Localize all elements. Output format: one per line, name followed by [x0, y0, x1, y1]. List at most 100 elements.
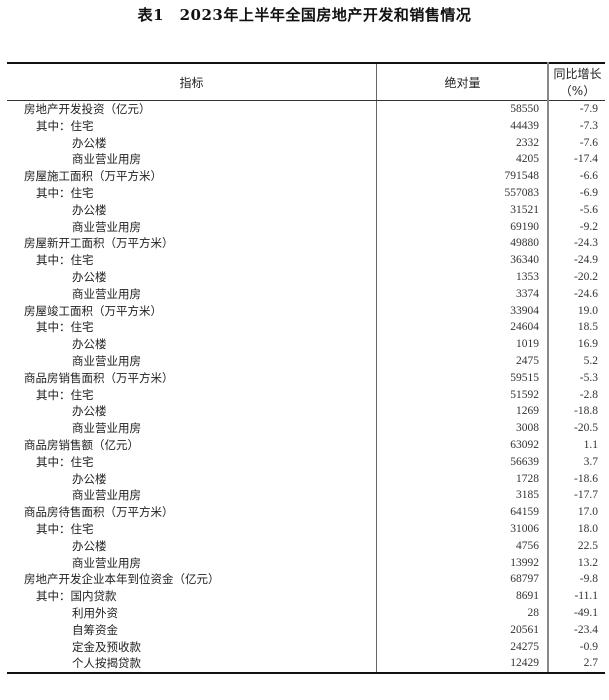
row-value: 63092 [376, 436, 549, 454]
row-label: 其中：住宅 [36, 387, 94, 402]
row-growth: 19.0 [577, 304, 598, 317]
row-growth: -9.2 [579, 220, 598, 233]
row-growth: -6.9 [579, 186, 598, 199]
table-row: 其中：住宅 36340 -24.9 [7, 252, 605, 269]
table-row: 其中：国内贷款 8691 -11.1 [7, 588, 605, 605]
table-row: 办公楼 1019 16.9 [7, 336, 605, 353]
table-row: 房屋竣工面积（万平方米） 33904 19.0 [7, 302, 605, 320]
row-value: 44439 [376, 117, 549, 135]
table-row: 其中：住宅 24604 18.5 [7, 319, 605, 337]
table-row: 商业营业用房 3008 -20.5 [7, 420, 605, 437]
row-growth: 18.0 [577, 522, 598, 535]
header-row: 指标 绝对量 同比增长（%） [7, 62, 605, 101]
row-label: 其中：住宅 [36, 320, 94, 335]
row-growth: 17.0 [577, 506, 598, 519]
table-row: 房地产开发投资（亿元） 58550 -7.9 [7, 100, 605, 118]
row-label: 商品房销售额（亿元） [24, 437, 139, 452]
table-row: 自筹资金 20561 -23.4 [7, 621, 605, 639]
row-growth: -18.8 [574, 405, 598, 418]
row-value: 8691 [376, 588, 549, 605]
row-value: 4205 [376, 151, 549, 169]
table-row: 个人按揭贷款 12429 2.7 [7, 655, 605, 675]
table-row: 定金及预收款 24275 -0.9 [7, 638, 605, 656]
row-growth: 13.2 [577, 556, 598, 569]
row-value: 3185 [376, 487, 549, 505]
row-growth: -17.7 [574, 489, 598, 502]
row-label: 商业营业用房 [72, 152, 141, 167]
row-value: 1353 [376, 268, 549, 286]
table-row: 商业营业用房 3185 -17.7 [7, 487, 605, 505]
row-label: 房地产开发投资（亿元） [24, 102, 151, 116]
row-label: 办公楼 [72, 269, 107, 284]
table-row: 商业营业用房 3374 -24.6 [7, 285, 605, 303]
row-growth: 22.5 [577, 539, 598, 552]
data-table: 指标 绝对量 同比增长（%） 房地产开发投资（亿元） 58550 -7.9 其中：住宅… [7, 62, 605, 675]
table-row: 办公楼 4756 22.5 [7, 537, 605, 555]
row-label: 办公楼 [72, 337, 107, 352]
row-growth: -11.1 [574, 590, 598, 603]
row-label: 其中：住宅 [36, 185, 94, 200]
row-value: 28 [376, 604, 549, 622]
row-growth: 5.2 [583, 354, 598, 367]
row-value: 791548 [376, 168, 549, 185]
row-value: 36340 [376, 252, 549, 269]
row-label: 房屋施工面积（万平方米） [24, 169, 162, 184]
row-value: 49880 [376, 235, 549, 253]
row-label: 其中：住宅 [36, 454, 94, 469]
header-growth: 同比增长（%） [548, 62, 605, 101]
row-value: 2332 [376, 134, 549, 152]
header-indicator: 指标 [7, 62, 377, 101]
row-label: 办公楼 [72, 202, 107, 217]
table-row: 商品房销售面积（万平方米） 59515 -5.3 [7, 369, 605, 387]
row-value: 1019 [376, 336, 549, 353]
table-row: 房屋施工面积（万平方米） 791548 -6.6 [7, 168, 605, 185]
row-label: 其中：住宅 [36, 521, 94, 536]
row-value: 64159 [376, 504, 549, 521]
row-growth: -24.6 [574, 287, 598, 300]
table-title: 表1 2023年上半年全国房地产开发和销售情况 [137, 6, 472, 24]
row-label: 其中：住宅 [36, 118, 94, 133]
row-growth: -2.8 [579, 388, 598, 401]
row-label: 商业营业用房 [72, 555, 141, 570]
row-growth: -7.9 [579, 103, 598, 115]
row-value: 68797 [376, 571, 549, 589]
table-row: 其中：住宅 51592 -2.8 [7, 386, 605, 404]
row-value: 2475 [376, 352, 549, 370]
row-value: 56639 [376, 453, 549, 471]
table-row: 其中：住宅 44439 -7.3 [7, 117, 605, 135]
row-value: 51592 [376, 386, 549, 404]
row-growth: -20.5 [574, 422, 598, 435]
row-value: 58550 [376, 100, 549, 118]
row-label: 商业营业用房 [72, 219, 141, 234]
table-row: 商业营业用房 13992 13.2 [7, 554, 605, 572]
table-row: 办公楼 1269 -18.8 [7, 403, 605, 421]
row-growth: -0.9 [579, 640, 598, 653]
row-label: 其中：国内贷款 [36, 589, 117, 604]
row-label: 利用外资 [72, 605, 118, 620]
row-value: 12429 [376, 655, 549, 675]
row-label: 办公楼 [72, 538, 107, 553]
row-value: 557083 [376, 184, 549, 202]
row-value: 31521 [376, 201, 549, 219]
table-row: 房屋新开工面积（万平方米） 49880 -24.3 [7, 235, 605, 253]
table-row: 办公楼 1353 -20.2 [7, 268, 605, 286]
row-value: 33904 [376, 302, 549, 320]
row-growth: -18.6 [574, 472, 598, 485]
row-growth: -5.3 [579, 371, 598, 384]
row-value: 59515 [376, 369, 549, 387]
row-label: 房屋竣工面积（万平方米） [24, 303, 162, 318]
row-value: 13992 [376, 554, 549, 572]
row-label: 商品房待售面积（万平方米） [24, 505, 174, 520]
table-row: 利用外资 28 -49.1 [7, 604, 605, 622]
row-value: 24604 [376, 319, 549, 337]
row-label: 定金及预收款 [72, 639, 141, 654]
row-label: 商业营业用房 [72, 286, 141, 301]
row-value: 31006 [376, 520, 549, 538]
row-growth: -20.2 [574, 270, 598, 283]
row-label: 商品房销售面积（万平方米） [24, 370, 174, 385]
row-value: 4756 [376, 537, 549, 555]
row-growth: -6.6 [579, 170, 598, 183]
row-label: 房屋新开工面积（万平方米） [24, 236, 174, 251]
row-growth: 1.1 [583, 438, 598, 451]
table-row: 房地产开发企业本年到位资金（亿元） 68797 -9.8 [7, 571, 605, 589]
